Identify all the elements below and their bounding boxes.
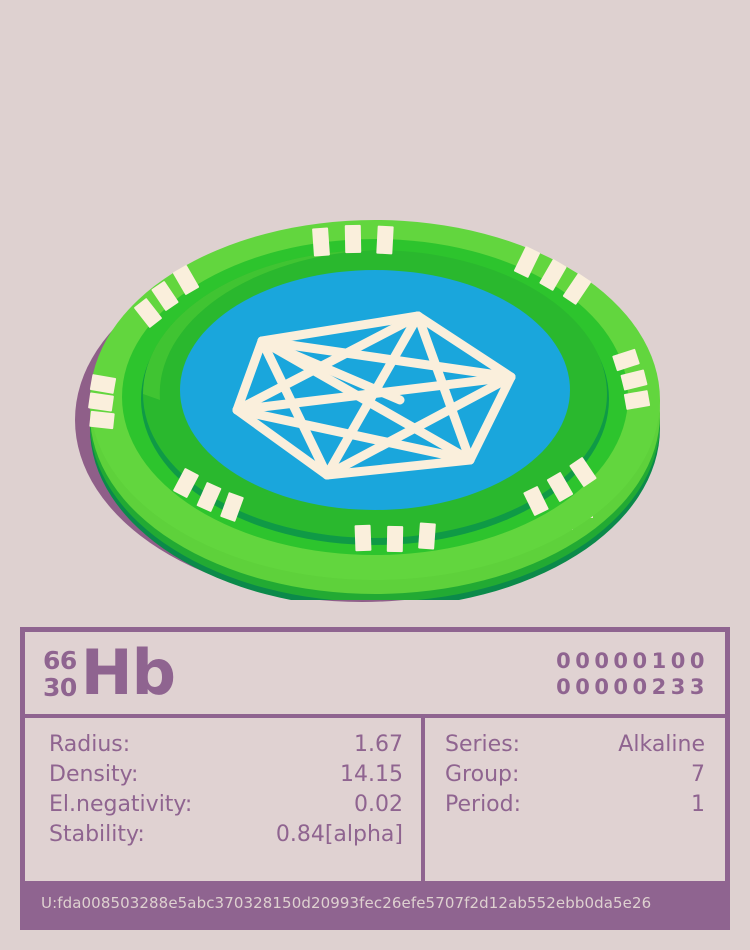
property-value: 1 [691,792,705,817]
property-row: Density: 14.15 [49,762,403,792]
property-label: Stability: [49,822,145,847]
property-label: El.negativity: [49,792,193,817]
mass-number: 66 [43,645,77,675]
coin-svg [75,220,660,602]
property-row: El.negativity: 0.02 [49,792,403,822]
card-header: 66 30 Hb 00000100 00000233 [25,632,725,718]
property-label: Series: [445,732,521,757]
property-row: Period: 1 [445,792,705,822]
property-value: 1.67 [354,732,403,757]
property-label: Period: [445,792,522,817]
property-value: 0.02 [354,792,403,817]
property-value: 7 [691,762,705,787]
property-label: Radius: [49,732,131,757]
property-value: 14.15 [340,762,403,787]
property-row: Radius: 1.67 [49,732,403,762]
card-body: Radius: 1.67 Density: 14.15 El.negativit… [25,718,725,881]
properties-column-left: Radius: 1.67 Density: 14.15 El.negativit… [25,718,425,881]
property-row: Stability: 0.84[alpha] [49,822,403,852]
element-symbol: Hb [80,635,176,709]
property-value: Alkaline [618,732,705,757]
element-numbers: 66 30 [43,645,77,701]
property-row: Group: 7 [445,762,705,792]
coin-illustration [75,220,660,602]
element-symbol-block: 66 30 Hb [43,635,176,709]
property-value: 0.84[alpha] [275,822,403,847]
coin-rim-marks [88,224,651,553]
hash-text: U:fda008503288e5abc370328150d20993fec26e… [41,894,652,912]
binary-codes: 00000100 00000233 [556,646,709,700]
property-label: Density: [49,762,139,787]
binary-code-line-1: 00000100 [556,648,709,673]
binary-code-line-2: 00000233 [556,674,709,699]
property-row: Series: Alkaline [445,732,705,762]
atomic-number: 30 [43,672,77,702]
property-label: Group: [445,762,520,787]
element-info-card: 66 30 Hb 00000100 00000233 Radius: 1.67 … [20,627,730,930]
network-polygon-emblem [232,311,516,480]
hash-bar: U:fda008503288e5abc370328150d20993fec26e… [25,881,725,925]
properties-column-right: Series: Alkaline Group: 7 Period: 1 [425,718,725,881]
